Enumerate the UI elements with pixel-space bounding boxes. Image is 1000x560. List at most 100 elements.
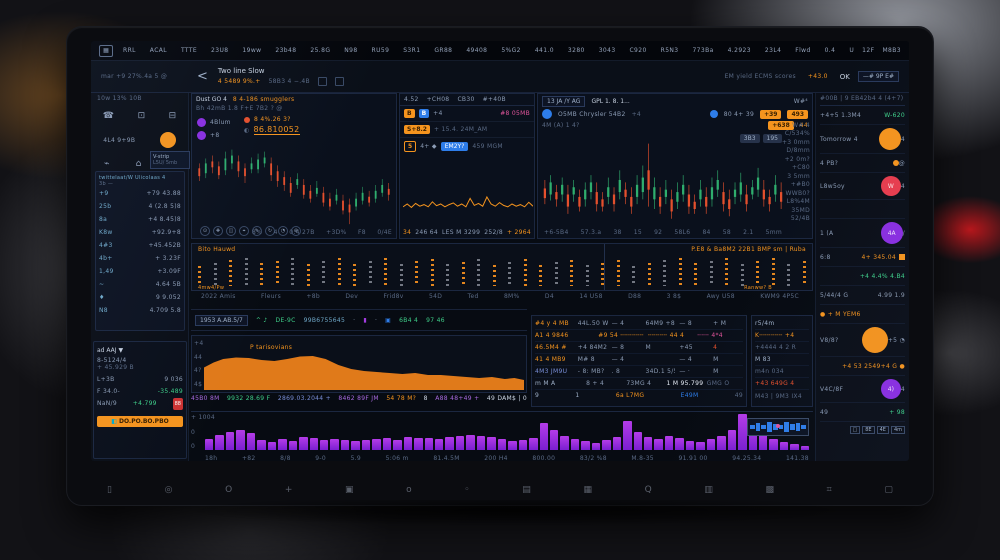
- toolbar-item[interactable]: ▮: [363, 316, 367, 324]
- order-tab[interactable]: CB30: [457, 96, 475, 103]
- menu-item[interactable]: 441.0: [534, 47, 554, 54]
- draw-tool-icon[interactable]: ◫: [226, 226, 236, 236]
- table-row[interactable]: #4 y 4 MB 44L.50 W — 4 64M9 +8 — 8 + M: [535, 318, 743, 330]
- dock-icon[interactable]: ◦: [464, 485, 470, 495]
- menu-item[interactable]: 3043: [598, 47, 616, 54]
- right-sidebar-row[interactable]: 5/44/4 G 4.99 1.9: [820, 286, 905, 305]
- chartR-btn4[interactable]: 44: [799, 122, 808, 129]
- right-sidebar-row[interactable]: 4 PB? @: [820, 154, 905, 173]
- avatar[interactable]: [159, 132, 176, 148]
- bars-plot[interactable]: [205, 414, 810, 450]
- sell-chip[interactable]: S+8.2: [404, 125, 430, 134]
- toolbar-id-box[interactable]: 1953 A.AB.5/7: [195, 314, 248, 326]
- table-row[interactable]: 41 4 MB9 M# 8 — 4 — 4 M: [535, 354, 743, 366]
- table-row[interactable]: m M A 8 + 4 73MG 4 1 M 95.799 GMG O: [535, 378, 743, 390]
- legend-item[interactable]: 4Blum: [197, 118, 231, 127]
- menu-item[interactable]: 49408: [466, 47, 488, 54]
- draw-tool-icon[interactable]: ✎: [252, 226, 262, 236]
- right-sidebar-row[interactable]: +4 53 2549+4 G ●: [820, 357, 905, 376]
- pager-button[interactable]: □: [849, 426, 861, 434]
- dock-icon[interactable]: ▢: [884, 485, 893, 495]
- signal-icon[interactable]: ⌁: [104, 159, 110, 169]
- right-sidebar-header[interactable]: #00B | 9 EB42b4 4 (4+7): [820, 95, 905, 106]
- right-sidebar-row[interactable]: +4+5 1.3M4 W-620: [820, 106, 905, 125]
- pager-button[interactable]: 8E: [862, 426, 875, 434]
- watchlist-row[interactable]: +9 +79 43.88: [99, 187, 181, 200]
- timeframe-button-2[interactable]: 195: [762, 134, 782, 143]
- qty-chip[interactable]: 5: [404, 141, 417, 152]
- right-sidebar-row[interactable]: Tomorrow 4 4: [820, 125, 905, 154]
- dock-icon[interactable]: ▣: [345, 485, 354, 495]
- view-toggle-group[interactable]: —# 9P E#: [857, 71, 899, 82]
- menu-item[interactable]: RRL: [123, 47, 136, 54]
- watchlist-row[interactable]: 4b+ + 3.23F: [99, 252, 181, 265]
- watchlist-row[interactable]: 8a +4 8.45)8: [99, 213, 181, 226]
- toolbar-item[interactable]: 6B4 4: [399, 316, 419, 324]
- menu-item[interactable]: 3280: [567, 47, 585, 54]
- dock-icon[interactable]: ▯: [107, 485, 112, 495]
- lock-icon[interactable]: ⊡: [137, 111, 146, 121]
- menu-item[interactable]: N98: [344, 47, 358, 54]
- right-sidebar-row[interactable]: L8w5oy W 4: [820, 173, 905, 200]
- dock-icon[interactable]: ◎: [164, 485, 173, 495]
- watchlist-row[interactable]: 4#3 +45.452B: [99, 239, 181, 252]
- draw-tool-icon[interactable]: ◔: [278, 226, 288, 236]
- pager-button[interactable]: 4E: [876, 426, 889, 434]
- position-row[interactable]: L+3B 9 036: [97, 374, 183, 386]
- draw-tool-icon[interactable]: ⊕: [291, 226, 301, 236]
- right-sidebar-row[interactable]: 6:8 4+ 345.04: [820, 248, 905, 267]
- menu-item[interactable]: R5N3: [660, 47, 679, 54]
- timeframe-button-1[interactable]: 3B3: [739, 134, 760, 143]
- watchlist-row[interactable]: K8w +92.9+8: [99, 226, 181, 239]
- buy-button[interactable]: +39: [760, 109, 782, 119]
- home-icon[interactable]: ⌂: [135, 159, 142, 169]
- menu-right-item[interactable]: U: [849, 47, 855, 54]
- dock-icon[interactable]: ▩: [765, 485, 774, 495]
- pager-button[interactable]: 4m: [890, 426, 905, 434]
- table-row[interactable]: A1 4 9846 #9 54 ╌╌╌╌╌╌ MY8╌╌╌╌╌ 44 4 ╌╌╌ 4…: [535, 330, 743, 342]
- dock-icon[interactable]: O: [225, 485, 233, 495]
- row-circle-icon[interactable]: 4): [880, 379, 901, 399]
- position-row[interactable]: F 34.0- -35.489: [97, 386, 183, 398]
- dock-icon[interactable]: o: [406, 485, 412, 495]
- toolbar-item[interactable]: ▣: [385, 316, 392, 324]
- right-sidebar-row[interactable]: 1 (A 4A /: [820, 219, 905, 248]
- menu-item[interactable]: 4.2923: [727, 47, 751, 54]
- order-chip-b2[interactable]: B: [418, 109, 430, 118]
- menu-item[interactable]: 23U8: [211, 47, 229, 54]
- order-chip-b1[interactable]: B: [404, 109, 415, 118]
- right-sidebar-row[interactable]: V4C/8F 4) 4: [820, 376, 905, 403]
- order-tab[interactable]: +CH08: [426, 96, 450, 103]
- menu-item[interactable]: 19ww: [242, 47, 262, 54]
- right-sidebar-row[interactable]: 49 + 98: [820, 403, 905, 422]
- watchlist-row[interactable]: ♦ 9 9.052: [99, 291, 181, 304]
- table-row[interactable]: 4M3 JM9U - 8: MB? . 8 34D.1 5/5Mr — · M: [535, 366, 743, 378]
- right-sidebar-row[interactable]: [820, 200, 905, 219]
- watchlist-tag-box[interactable]: V-strip L5U/ 5mb: [150, 151, 190, 169]
- positions-header[interactable]: ad AAJ ▼: [97, 347, 124, 354]
- menu-item[interactable]: GR88: [434, 47, 453, 54]
- dock-icon[interactable]: ▦: [583, 485, 592, 495]
- symbol-selector[interactable]: 13 JA /Y AG: [542, 96, 586, 107]
- menu-item[interactable]: RU59: [371, 47, 390, 54]
- watchlist-row[interactable]: 1,49 +3.09F: [99, 265, 181, 278]
- toolbar-item[interactable]: 99B6755645: [303, 316, 346, 324]
- grid-toggle-icon[interactable]: [334, 77, 344, 86]
- row-circle-icon[interactable]: W: [880, 176, 901, 196]
- row-circle-icon[interactable]: [861, 327, 888, 353]
- right-sidebar-row[interactable]: V8/8? +5 ◔: [820, 324, 905, 357]
- menu-item[interactable]: 23b48: [275, 47, 297, 54]
- ok-button[interactable]: OK: [839, 72, 850, 81]
- toolbar-item[interactable]: ^ ♪: [255, 316, 268, 324]
- menu-item[interactable]: TTTE: [180, 47, 198, 54]
- order-tab[interactable]: 4.52: [404, 96, 419, 103]
- lock2-icon[interactable]: ⊟: [168, 111, 177, 121]
- toolbar-item[interactable]: 97 46: [426, 316, 445, 324]
- order-tab[interactable]: #+40B: [482, 96, 506, 103]
- chartR-candles[interactable]: [542, 134, 784, 255]
- chartL-candles[interactable]: [196, 134, 392, 232]
- draw-tool-icon[interactable]: ↻: [265, 226, 275, 236]
- row-circle-icon[interactable]: 4A: [880, 222, 903, 244]
- menu-item[interactable]: Flwd: [795, 47, 811, 54]
- dock-icon[interactable]: Q: [644, 485, 652, 495]
